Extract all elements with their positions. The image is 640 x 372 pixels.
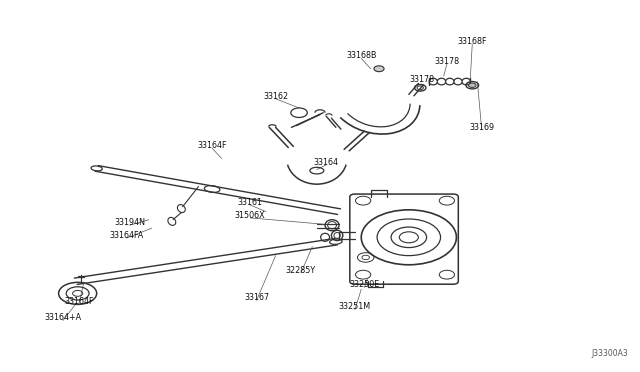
Text: 33168B: 33168B [346,51,376,60]
Text: 33164: 33164 [314,158,339,167]
Text: 33251M: 33251M [339,302,371,311]
Text: 33194N: 33194N [114,218,145,227]
Text: 31506X: 31506X [235,211,266,220]
Text: 33250E: 33250E [349,280,380,289]
Text: 33168F: 33168F [458,37,487,46]
Text: 33164F: 33164F [64,297,93,306]
Ellipse shape [468,83,476,87]
Text: 33161: 33161 [237,198,262,207]
Text: 33167: 33167 [244,293,269,302]
Text: 32285Y: 32285Y [286,266,316,275]
Text: J33300A3: J33300A3 [591,349,628,358]
Text: 33164FA: 33164FA [109,231,143,240]
Circle shape [374,66,384,72]
Text: 33162: 33162 [263,92,288,101]
Text: 33164F: 33164F [197,141,227,150]
Text: 33164+A: 33164+A [45,314,82,323]
Text: 33178: 33178 [409,75,434,84]
Text: 33169: 33169 [469,123,494,132]
Text: 33178: 33178 [435,57,460,66]
